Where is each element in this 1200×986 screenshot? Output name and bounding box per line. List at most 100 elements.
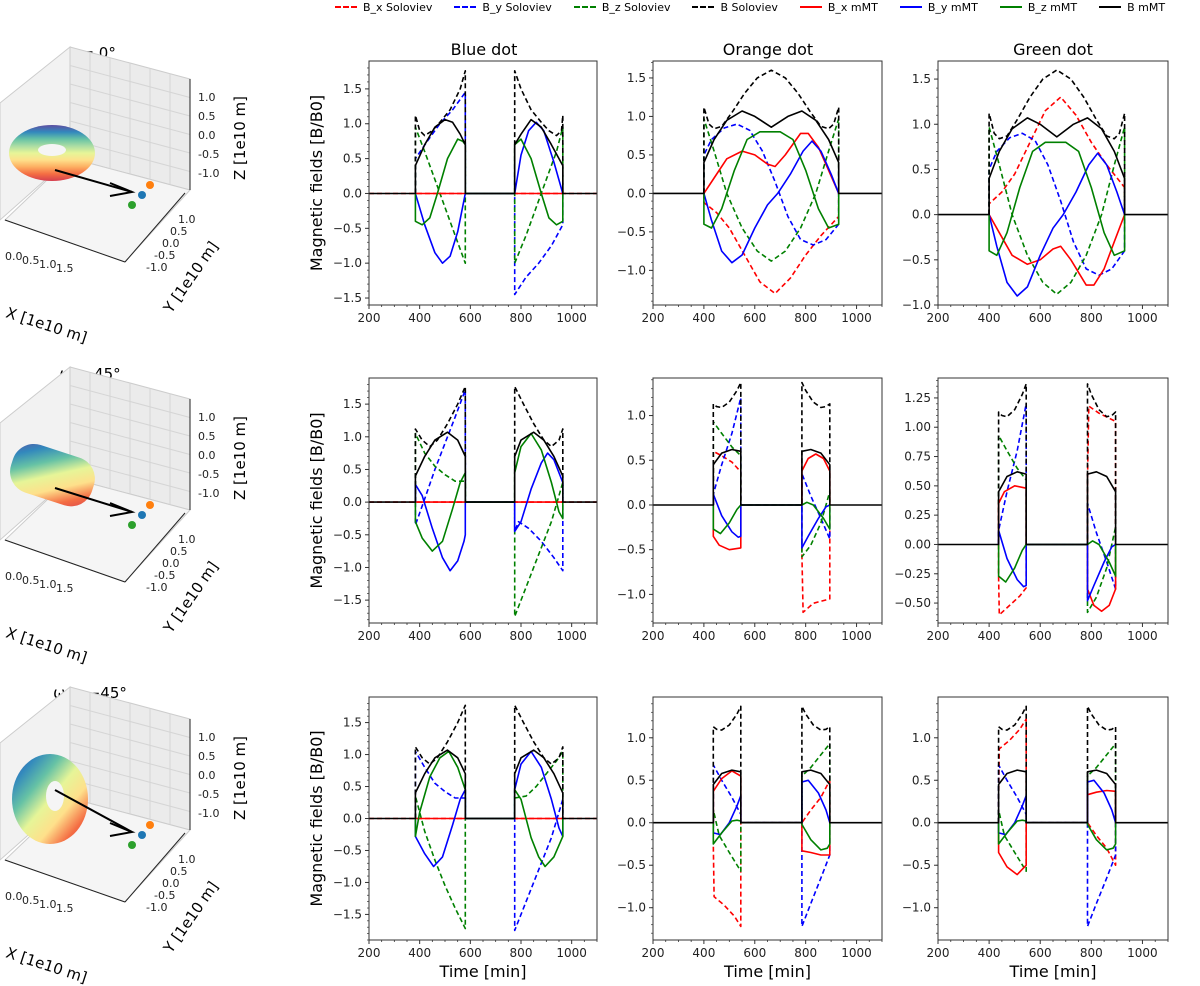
green-dot	[128, 841, 136, 849]
series-b_y-soloviev	[712, 396, 831, 540]
y-tick-label: 0.5	[170, 225, 188, 238]
orange-dot	[146, 501, 154, 509]
x-tick-label: 200	[927, 311, 950, 325]
z-tick-label: -1.0	[198, 167, 219, 180]
y-tick-label: 0.5	[627, 148, 646, 162]
y-tick-label: -1.0	[146, 581, 167, 594]
y-tick-label: 0.5	[343, 152, 362, 166]
y-tick-label: 1.0	[343, 430, 362, 444]
x-tick-label: 0.5	[22, 894, 40, 907]
y-tick-label: −0.5	[617, 225, 646, 239]
series-b_x-mmt	[712, 770, 831, 856]
series-b_z-mmt	[414, 138, 564, 226]
orange-dot	[146, 821, 154, 829]
3d-panel-row-2: 1.00.50.0-0.5-1.01.00.50.0-0.5-1.00.0 0.5…	[0, 685, 249, 986]
grid-line	[69, 385, 191, 418]
y-tick-label: 0.0	[627, 498, 646, 512]
subplot-r1-c2: 200 400 600 800 1000 −0.50 −0.25 0.00 0.25 0.50 0.…	[894, 377, 1169, 643]
arrow-head-icon	[109, 822, 136, 837]
x-tick-label: 1.0	[39, 578, 57, 591]
series-b_y-mmt	[414, 452, 564, 572]
z-tick-label: 0.5	[198, 110, 216, 123]
y-tick-label: −1.0	[902, 901, 931, 915]
y-tick-label: 0.5	[170, 865, 188, 878]
y-tick-label: −0.50	[894, 596, 931, 610]
axes-frame	[652, 696, 883, 941]
x-tick-label: 0.5	[22, 574, 40, 587]
x-tick-label: 1000	[1127, 311, 1158, 325]
x-tick-label: 400	[408, 629, 431, 643]
x-tick-label: 1000	[1127, 946, 1158, 960]
legend-label: B_y Soloviev	[482, 0, 552, 14]
y-axis-label: Magnetic fields [B/B0]	[307, 730, 326, 906]
series-b_x-mmt	[988, 214, 1126, 286]
series-b-mmt	[653, 769, 882, 824]
z-axis-label: Z [1e10 m]	[231, 736, 249, 820]
series-b-soloviev	[988, 69, 1126, 215]
x-tick-label: 400	[978, 311, 1001, 325]
x-tick-label: 1.0	[39, 258, 57, 271]
series-b_z-mmt	[712, 819, 831, 851]
subplot-r0-c2: 200 400 600 800 1000 −1.0 −0.5 0.0 0.5 1.0 1.5	[902, 60, 1169, 325]
x-axis-label: Time [min]	[439, 962, 527, 981]
x-tick-label: 200	[642, 629, 665, 643]
legend-swatch	[573, 6, 596, 8]
x-tick-label: 200	[642, 946, 665, 960]
legend-swatch	[454, 6, 477, 8]
series-b_z-mmt	[997, 819, 1117, 851]
x-tick-label: 600	[1029, 946, 1052, 960]
series-b-soloviev	[414, 70, 564, 195]
y-tick-label: −1.5	[333, 907, 362, 921]
torus-hole	[46, 781, 64, 811]
z-tick-label: -1.0	[198, 807, 219, 820]
legend-label: B_x mMT	[827, 0, 878, 14]
legend: B_x Soloviev B_y Soloviev B_z Soloviev B So…	[335, 0, 1187, 14]
y-tick-label: 0.5	[170, 545, 188, 558]
x-tick-label: 0.0	[5, 250, 23, 263]
y-axis-line	[124, 192, 186, 263]
y-tick-label: 0.0	[162, 877, 180, 890]
x-tick-label: 400	[978, 946, 1001, 960]
z-tick-label: -1.0	[198, 487, 219, 500]
x-tick-label: 800	[510, 629, 533, 643]
orange-dot	[146, 181, 154, 189]
y-tick-label: 1.0	[627, 109, 646, 123]
series-b-mmt	[653, 110, 882, 195]
legend-item: B Soloviev	[692, 0, 778, 14]
series-b-mmt	[938, 117, 1168, 216]
series-b_y-soloviev	[712, 764, 831, 928]
series-b_y-mmt	[414, 750, 564, 868]
x-tick-label: 1000	[556, 311, 587, 325]
legend-swatch	[335, 6, 357, 8]
x-axis-line	[4, 539, 126, 583]
legend-item: B_x mMT	[799, 0, 878, 14]
subplot-r1-c0: 200 400 600 800 1000 −1.5 −1.0 −0.5 0.0 0.5 1.0 1.5…	[307, 377, 598, 643]
series-b_x-soloviev	[712, 450, 831, 614]
x-tick-label: 200	[927, 946, 950, 960]
series-b_y-mmt	[703, 140, 840, 264]
y-tick-label: −1.0	[333, 875, 362, 889]
series-b_z-soloviev	[997, 434, 1117, 614]
z-tick-label: 1.0	[198, 91, 216, 104]
x-tick-label: 800	[510, 946, 533, 960]
y-tick-label: 0.0	[627, 816, 646, 830]
series-b_x-mmt	[703, 132, 840, 194]
grid-line	[69, 760, 191, 794]
x-tick-label: 200	[358, 629, 381, 643]
series-b_x-mmt	[712, 453, 831, 551]
y-tick-label: 1.0	[912, 731, 931, 745]
legend-label: B mMT	[1127, 0, 1166, 14]
y-axis-line	[124, 832, 186, 903]
series-b_x-soloviev	[703, 193, 840, 295]
grid-line	[69, 102, 191, 135]
x-tick-label: 400	[692, 311, 715, 325]
x-tick-label: 1.5	[56, 902, 74, 915]
y-tick-label: 1.5	[343, 82, 362, 96]
x-tick-label: 0.0	[5, 570, 23, 583]
series-b_x-soloviev	[988, 96, 1126, 215]
y-tick-label: −0.5	[617, 543, 646, 557]
x-tick-label: 600	[743, 311, 766, 325]
y-tick-label: -1.0	[146, 901, 167, 914]
grid-line	[69, 422, 191, 455]
legend-item: B_z Soloviev	[573, 0, 670, 14]
